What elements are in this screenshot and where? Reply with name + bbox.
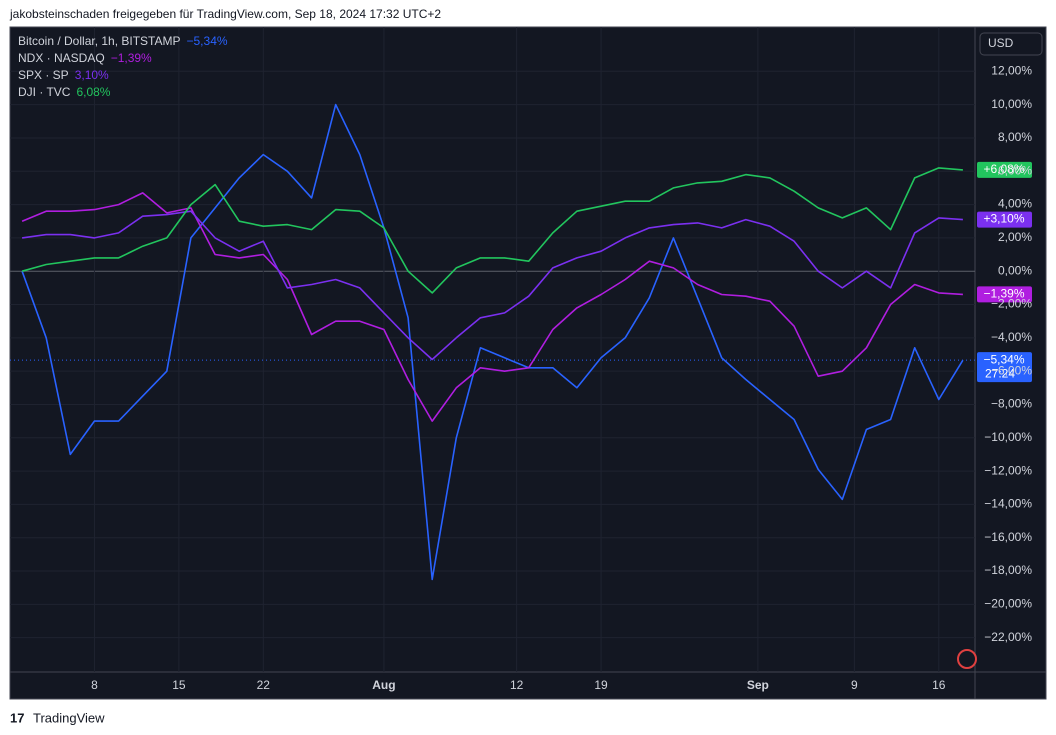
legend-name: DJI · TVC (18, 85, 71, 99)
legend-name: SPX · SP (18, 68, 69, 82)
price-tag-label: −5,34% (983, 352, 1024, 366)
price-tag (977, 286, 1032, 303)
currency-button[interactable] (979, 32, 1043, 56)
footer: TradingView (33, 710, 105, 725)
y-tick-label: −18,00% (984, 563, 1032, 577)
price-tag (977, 352, 1032, 383)
y-tick-label: 10,00% (991, 97, 1032, 111)
series-line (21, 167, 963, 294)
y-tick-label: 8,00% (998, 130, 1032, 144)
y-tick-label: −6,00% (991, 363, 1032, 377)
y-tick-label: −22,00% (984, 630, 1032, 644)
header: jakobsteinschaden freigegeben für Tradin… (9, 7, 441, 21)
y-tick-label: −16,00% (984, 530, 1032, 544)
legend-value: −5,34% (187, 34, 228, 48)
price-tag (977, 211, 1032, 228)
y-tick-label: 12,00% (991, 63, 1032, 77)
legend-value: 3,10% (75, 68, 109, 82)
y-tick-label: −8,00% (991, 397, 1032, 411)
legend-value: 6,08% (76, 85, 110, 99)
x-tick-label: 19 (594, 678, 608, 692)
y-tick-label: 0,00% (998, 263, 1032, 277)
x-tick-label: Aug (372, 678, 395, 692)
currency-label[interactable]: USD (988, 36, 1014, 50)
y-tick-label: −12,00% (984, 463, 1032, 477)
price-tag (977, 161, 1032, 178)
y-tick-label: 4,00% (998, 197, 1032, 211)
logo-mark: 17 (10, 710, 24, 725)
x-tick-label: 12 (510, 678, 524, 692)
series-line (21, 192, 963, 422)
x-tick-label: 16 (932, 678, 946, 692)
series-line (21, 210, 963, 361)
legend-value: −1,39% (111, 51, 152, 65)
series-line (21, 103, 964, 581)
price-tag-label: +6,08% (983, 162, 1024, 176)
chart-frame (9, 26, 1047, 700)
countdown: 27:24 (985, 366, 1015, 380)
y-tick-label: −4,00% (991, 330, 1032, 344)
y-tick-label: −14,00% (984, 497, 1032, 511)
x-tick-label: 22 (257, 678, 271, 692)
legend-name: Bitcoin / Dollar, 1h, BITSTAMP (18, 34, 181, 48)
x-tick-label: 8 (91, 678, 98, 692)
y-tick-label: 6,00% (998, 163, 1032, 177)
x-tick-label: 15 (172, 678, 186, 692)
flag-icon[interactable] (957, 649, 977, 669)
x-tick-label: Sep (747, 678, 769, 692)
y-tick-label: −2,00% (991, 297, 1032, 311)
price-tag-label: −1,39% (983, 287, 1024, 301)
y-tick-label: −20,00% (984, 597, 1032, 611)
y-tick-label: 2,00% (998, 230, 1032, 244)
y-tick-label: −10,00% (984, 430, 1032, 444)
price-tag-label: +3,10% (983, 212, 1024, 226)
legend-name: NDX · NASDAQ (18, 51, 105, 65)
x-tick-label: 9 (851, 678, 858, 692)
